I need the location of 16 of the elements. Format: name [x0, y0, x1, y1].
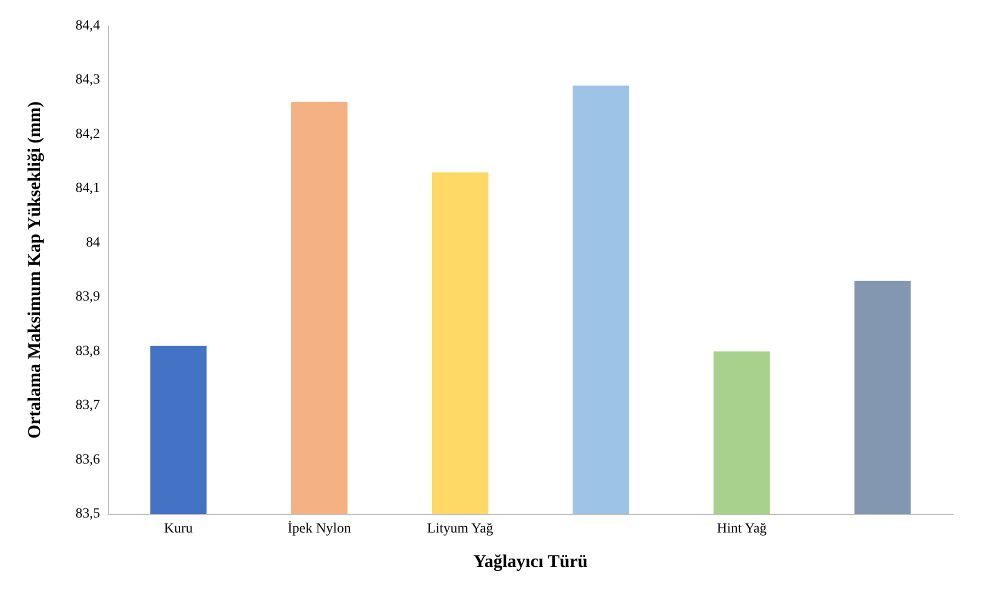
x-tick-label: Lityum Yağ	[427, 522, 494, 536]
y-tick-label: 83,5	[76, 506, 100, 522]
x-tick-label: Kuru	[164, 522, 193, 536]
y-tick-label: 84,2	[76, 126, 100, 142]
y-tick-label: 84	[86, 235, 100, 250]
y-tick-label: 84,1	[76, 181, 100, 196]
x-tick-label: İpek Nylon	[288, 520, 351, 536]
y-tick-label: 83,7	[76, 398, 100, 414]
y-tick-label: 83,8	[76, 344, 100, 359]
y-tick-label: 83,9	[76, 290, 100, 305]
y-axis-title: Ortalama Maksimum Kap Yüksekliği (mm)	[24, 101, 44, 439]
y-tick-label: 84,3	[76, 72, 100, 88]
y-tick-label: 84,4	[76, 18, 100, 34]
x-axis-title: Yağlayıcı Türü	[473, 551, 588, 571]
y-tick-label: 83,6	[76, 452, 100, 468]
x-tick-label: Hint Yağ	[716, 522, 767, 536]
